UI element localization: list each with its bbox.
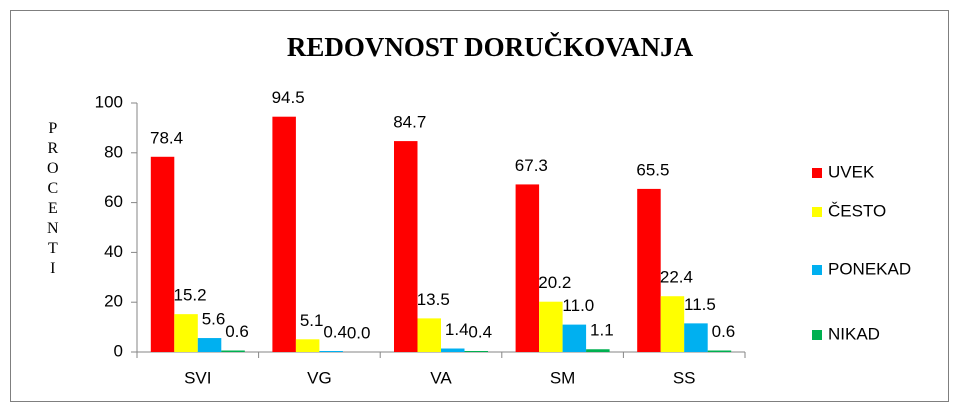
- bar: [441, 348, 465, 352]
- bar: [394, 141, 418, 352]
- value-label: 13.5: [417, 290, 450, 309]
- value-label: 1.1: [590, 321, 614, 340]
- legend-label: NIKAD: [828, 324, 880, 343]
- bar: [295, 339, 320, 352]
- bar: [562, 324, 587, 352]
- y-tick-label: 60: [104, 192, 123, 211]
- bar: [197, 338, 222, 352]
- y-tick-label: 100: [95, 92, 123, 111]
- bar: [586, 349, 610, 352]
- chart-title: REDOVNOST DORUČKOVANJA: [287, 32, 694, 62]
- legend-swatch: [812, 265, 822, 275]
- value-label: 78.4: [150, 128, 183, 147]
- x-tick-label: SM: [550, 368, 576, 387]
- value-label: 11.5: [684, 295, 716, 314]
- legend-swatch: [812, 168, 822, 178]
- y-tick-label: 80: [104, 142, 123, 161]
- value-label: 0.6: [712, 322, 736, 341]
- y-tick-label: 40: [104, 242, 123, 261]
- bar: [174, 314, 198, 352]
- value-label: 94.5: [272, 88, 305, 107]
- bar: [150, 156, 175, 352]
- bar: [319, 351, 343, 352]
- legend-swatch: [812, 207, 822, 217]
- x-tick-label: SS: [673, 368, 696, 387]
- legend-label: PONEKAD: [828, 259, 911, 278]
- bar: [539, 301, 563, 352]
- value-label: 20.2: [538, 273, 571, 292]
- value-label: 15.2: [174, 286, 207, 305]
- value-label: 0.4: [468, 322, 492, 341]
- x-tick-label: SVI: [184, 368, 211, 387]
- y-axis-label: PROCENTI: [44, 120, 61, 280]
- bar: [221, 350, 245, 352]
- value-label: 11.0: [562, 296, 594, 315]
- bar: [660, 296, 685, 352]
- bar: [515, 184, 540, 352]
- value-label: 84.7: [393, 113, 426, 132]
- value-label: 22.4: [660, 268, 693, 287]
- value-label: 67.3: [515, 156, 548, 175]
- value-label: 1.4: [445, 320, 469, 339]
- y-tick-label: 0: [114, 341, 123, 360]
- bar: [272, 116, 296, 352]
- bar: [464, 351, 488, 352]
- value-label: 5.1: [300, 311, 324, 330]
- value-label: 5.6: [202, 310, 226, 329]
- x-tick-label: VA: [430, 368, 452, 387]
- legend-swatch: [812, 330, 822, 340]
- value-label: 65.5: [636, 160, 669, 179]
- bar: [684, 323, 708, 352]
- value-label: 0.4: [323, 322, 347, 341]
- legend-label: UVEK: [828, 162, 875, 181]
- x-tick-label: VG: [307, 368, 332, 387]
- bar: [707, 350, 732, 352]
- value-label: 0.0: [347, 323, 371, 342]
- value-label: 0.6: [225, 322, 249, 341]
- bar: [637, 188, 661, 352]
- legend-label: ČESTO: [828, 201, 886, 220]
- y-tick-label: 20: [104, 292, 123, 311]
- bar: [417, 318, 441, 352]
